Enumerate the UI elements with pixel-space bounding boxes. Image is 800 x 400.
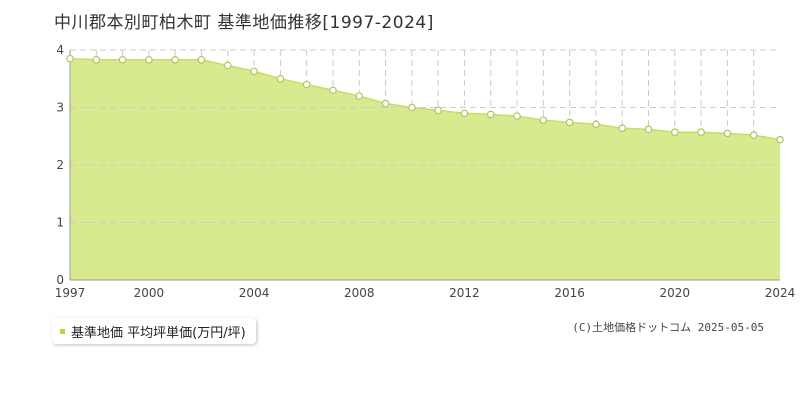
y-tick-label: 2	[56, 158, 64, 172]
data-point	[92, 55, 101, 64]
data-point	[776, 135, 784, 144]
x-tick-label: 1997	[55, 286, 86, 300]
data-point	[644, 125, 653, 134]
data-point	[171, 55, 179, 64]
x-tick-label: 2008	[344, 286, 375, 300]
points-layer	[66, 54, 784, 144]
data-point	[486, 110, 495, 119]
data-point	[723, 129, 732, 138]
y-tick-label: 4	[56, 43, 64, 57]
data-point	[434, 106, 442, 115]
legend-label: 基準地価 平均坪単価(万円/坪)	[71, 325, 246, 341]
data-point	[408, 103, 416, 112]
data-point	[197, 55, 206, 64]
data-point	[381, 99, 390, 108]
x-tick-label: 2012	[449, 286, 480, 300]
area-layer	[69, 57, 781, 280]
chart-title: 中川郡本別町柏木町 基準地価推移[1997-2024]	[54, 13, 434, 33]
data-point	[302, 80, 311, 89]
data-point	[355, 92, 364, 100]
ticks-layer: 0 1 2 3 4 1997 2000 2004 2008 2012 2016 2020 2024	[55, 43, 796, 300]
legend-swatch	[60, 328, 65, 334]
x-tick-label: 2004	[239, 286, 270, 300]
data-point	[223, 61, 232, 70]
data-point	[539, 116, 548, 124]
data-point	[618, 124, 627, 133]
copyright-text: (C)土地価格ドットコム 2025-05-05	[572, 321, 764, 334]
x-tick-label: 2020	[660, 286, 691, 300]
x-tick-label: 2016	[554, 286, 585, 300]
data-point	[697, 128, 705, 137]
axis-layer	[69, 49, 780, 281]
series-area	[70, 58, 780, 280]
x-tick-label: 2000	[134, 286, 165, 300]
data-point	[671, 128, 679, 137]
data-point	[513, 112, 521, 120]
y-tick-label: 0	[56, 273, 64, 287]
data-point	[592, 120, 600, 128]
series-line	[69, 57, 781, 141]
y-tick-label: 3	[56, 101, 64, 115]
x-tick-label: 2024	[765, 286, 796, 300]
data-point	[276, 74, 285, 83]
data-point	[66, 54, 74, 63]
y-tick-label: 1	[56, 216, 64, 230]
data-point	[565, 118, 574, 127]
data-point	[145, 55, 153, 64]
data-point	[460, 109, 469, 118]
legend: 基準地価 平均坪単価(万円/坪)	[52, 318, 256, 344]
data-point	[749, 131, 758, 139]
data-point	[329, 86, 337, 95]
data-point	[250, 67, 258, 76]
data-point	[118, 55, 127, 64]
